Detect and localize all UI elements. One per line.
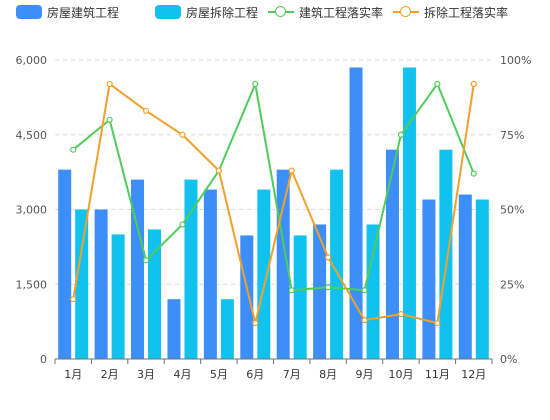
bar-demolition — [184, 179, 198, 359]
legend-label-demolition: 房屋拆除工程 — [186, 5, 259, 20]
point-building-rate — [434, 80, 441, 88]
bar-building — [458, 194, 472, 359]
point-demolition-rate — [361, 317, 368, 324]
y-right-tick-label: 50% — [500, 204, 524, 217]
point-building-rate — [106, 116, 113, 123]
legend-swatch-demolition — [155, 5, 181, 19]
bar-demolition — [220, 299, 234, 359]
bar-building — [313, 224, 327, 359]
bar-building — [58, 169, 72, 359]
y-right-tick-label: 100% — [500, 54, 531, 67]
legend-label-demolition-rate: 拆除工程落实率 — [424, 5, 509, 20]
point-building-rate — [325, 284, 332, 291]
point-building-rate — [70, 146, 77, 153]
point-building-rate — [397, 131, 405, 138]
point-building-rate — [252, 80, 259, 88]
x-tick-label: 7月 — [283, 368, 301, 381]
x-tick-label: 4月 — [173, 368, 191, 381]
x-tick-label: 3月 — [137, 368, 155, 381]
point-demolition-rate — [325, 254, 332, 261]
point-demolition-rate — [215, 167, 222, 174]
y-left-tick-label: 3,000 — [16, 204, 48, 217]
line-building-rate — [72, 82, 475, 292]
y-left-tick-label: 6,000 — [16, 54, 48, 67]
x-tick-label: 6月 — [246, 368, 264, 381]
x-tick-label: 1月 — [64, 368, 82, 381]
point-demolition-rate — [288, 167, 295, 174]
legend-swatch-building-rate — [268, 5, 294, 19]
line-demolition-rate — [72, 82, 475, 325]
point-building-rate — [288, 287, 295, 294]
x-tick-label: 12月 — [461, 368, 486, 381]
legend-item-demolition[interactable]: 房屋拆除工程 — [155, 4, 258, 20]
bar-building — [94, 209, 108, 359]
bar-building — [203, 189, 217, 359]
bar-demolition — [475, 199, 489, 359]
legend-item-building[interactable]: 房屋建筑工程 — [16, 4, 119, 20]
y-left-tick-label: 1,500 — [16, 278, 48, 291]
x-tick-label: 2月 — [101, 368, 119, 381]
x-tick-label: 11月 — [425, 368, 450, 381]
point-building-rate — [470, 170, 477, 177]
point-demolition-rate — [179, 131, 186, 138]
point-building-rate — [361, 287, 368, 294]
bar-building — [167, 299, 181, 359]
y-right-tick-label: 75% — [500, 129, 524, 142]
x-tick-label: 5月 — [210, 368, 228, 381]
chart-legend: 房屋建筑工程 房屋拆除工程 建筑工程落实率 拆除工程落实率 — [0, 0, 550, 26]
point-demolition-rate — [142, 107, 150, 114]
bar-building — [131, 179, 145, 359]
x-tick-label: 10月 — [388, 368, 413, 381]
point-demolition-rate — [397, 311, 405, 318]
bar-demolition — [257, 189, 271, 359]
point-building-rate — [142, 257, 150, 264]
x-tick-label: 8月 — [319, 368, 337, 381]
y-right-tick-label: 25% — [500, 278, 524, 291]
y-left-tick-label: 4,500 — [16, 129, 48, 142]
bar-building — [240, 235, 254, 359]
legend-item-building-rate[interactable]: 建筑工程落实率 — [268, 4, 383, 20]
point-demolition-rate — [252, 320, 259, 327]
y-right-tick-label: 0% — [500, 353, 517, 366]
bar-building — [349, 67, 363, 359]
point-demolition-rate — [470, 80, 477, 88]
bar-demolition — [111, 234, 125, 359]
legend-label-building-rate: 建筑工程落实率 — [299, 5, 384, 20]
point-demolition-rate — [70, 296, 77, 303]
bar-demolition — [330, 169, 344, 359]
bar-demolition — [402, 67, 416, 359]
bar-demolition — [148, 229, 162, 359]
bar-demolition — [439, 149, 453, 359]
legend-swatch-demolition-rate — [393, 5, 419, 19]
point-demolition-rate — [106, 80, 113, 88]
y-left-tick-label: 0 — [40, 353, 47, 366]
x-tick-label: 9月 — [356, 368, 374, 381]
bar-building — [422, 199, 436, 359]
bar-building — [385, 149, 399, 359]
point-building-rate — [179, 221, 186, 228]
legend-item-demolition-rate[interactable]: 拆除工程落实率 — [393, 4, 508, 20]
legend-label-building: 房屋建筑工程 — [47, 5, 120, 20]
bar-demolition — [75, 209, 89, 359]
bar-demolition — [293, 235, 307, 359]
bar-demolition — [366, 224, 380, 359]
legend-swatch-building — [16, 5, 42, 19]
point-demolition-rate — [434, 320, 441, 327]
